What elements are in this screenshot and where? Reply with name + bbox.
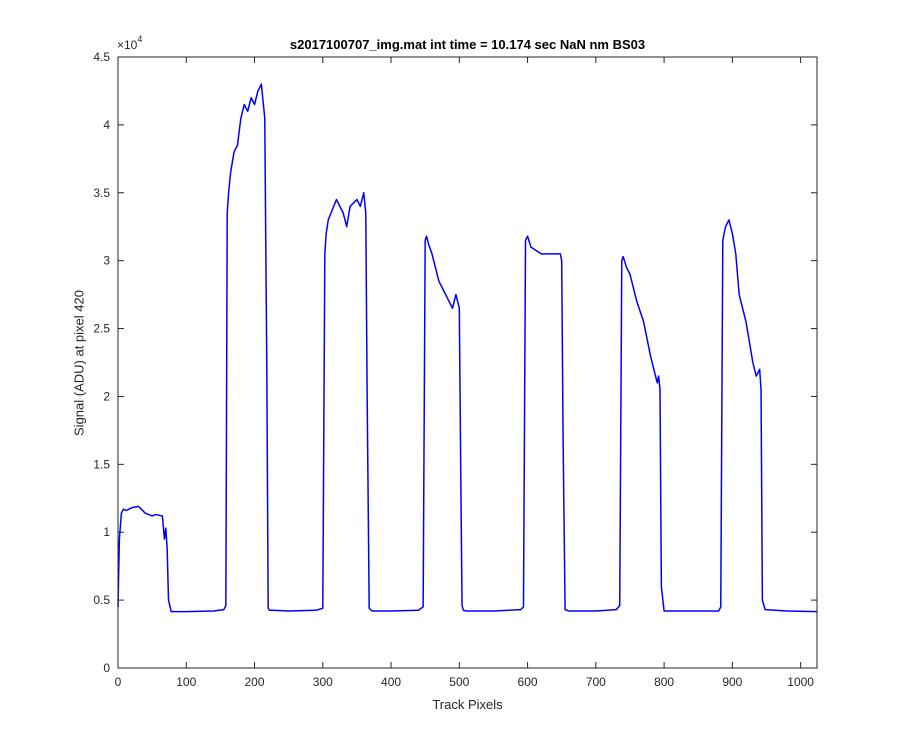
x-tick-label: 700 — [586, 675, 606, 689]
y-tick-label: 4 — [103, 118, 110, 132]
x-tick-label: 300 — [313, 675, 333, 689]
x-tick-label: 200 — [245, 675, 265, 689]
x-tick-label: 900 — [722, 675, 742, 689]
y-tick-label: 0 — [103, 661, 110, 675]
exponent-base: ×10 — [117, 38, 138, 52]
axes-background — [118, 57, 817, 668]
x-tick-label: 400 — [381, 675, 401, 689]
x-axis-label: Track Pixels — [432, 697, 503, 712]
y-tick-label: 3 — [103, 254, 110, 268]
y-tick-label: 0.5 — [93, 593, 110, 607]
exponent-power: 4 — [137, 34, 143, 44]
y-tick-label: 2.5 — [93, 322, 110, 336]
y-tick-label: 2 — [103, 389, 110, 403]
x-tick-label: 800 — [654, 675, 674, 689]
x-tick-label: 0 — [115, 675, 122, 689]
chart-title: s2017100707_img.mat int time = 10.174 se… — [289, 37, 646, 52]
ticks-layer: 0 100 200 300 400 500 600 700 800 900 1000 0 0.5 1 1.5… — [93, 50, 817, 689]
y-tick-label: 4.5 — [93, 50, 110, 64]
y-tick-label: 1 — [103, 525, 110, 539]
axes-box — [117, 56, 818, 669]
x-tick-label: 500 — [449, 675, 469, 689]
y-axis-label: Signal (ADU) at pixel 420 — [71, 290, 87, 436]
x-tick-label: 1000 — [787, 675, 814, 689]
plot-layer — [117, 83, 818, 613]
y-tick-label: 1.5 — [93, 457, 110, 471]
x-tick-label: 600 — [518, 675, 538, 689]
x-tick-label: 100 — [176, 675, 196, 689]
y-tick-label: 3.5 — [93, 186, 110, 200]
y-axis-exponent: ×104 — [117, 34, 143, 52]
signal-line — [117, 83, 818, 613]
